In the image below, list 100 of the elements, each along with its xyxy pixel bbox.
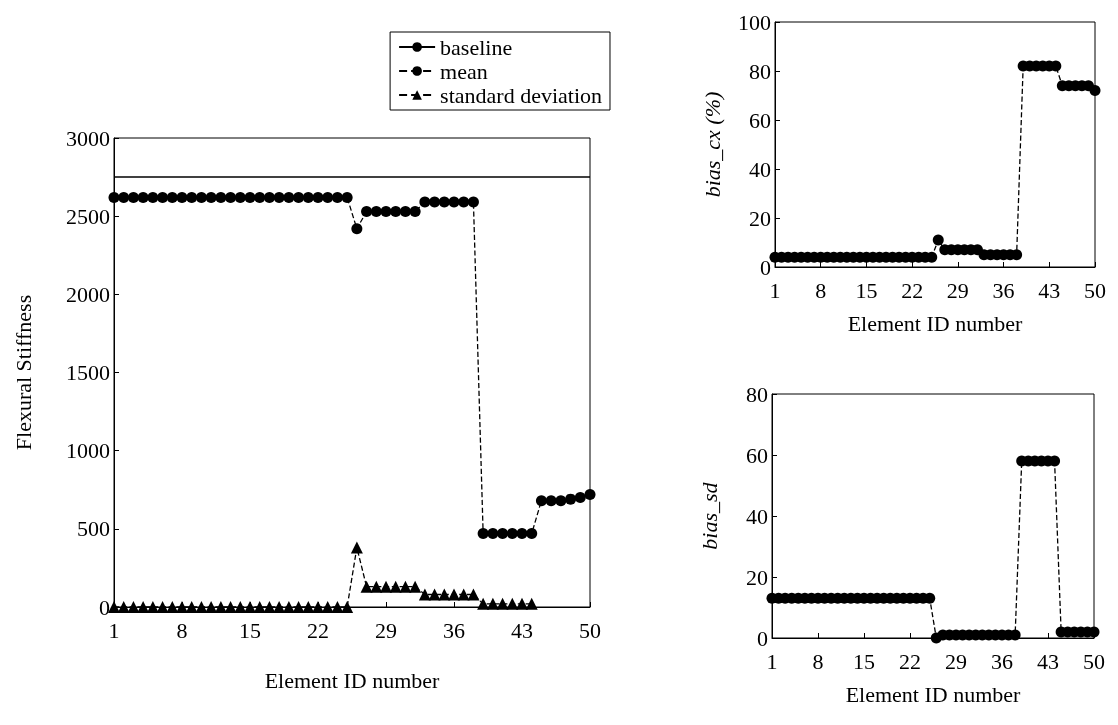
y-tick-label: 0 [757, 625, 768, 651]
x-tick-label: 43 [511, 617, 533, 643]
point [448, 588, 460, 601]
point [302, 191, 314, 203]
y-tick-label: 0 [99, 594, 110, 620]
y-tick-label: 1000 [66, 438, 110, 464]
point [932, 234, 944, 246]
point [244, 191, 256, 203]
point [477, 597, 490, 610]
point [506, 597, 519, 610]
y-tick-label: 60 [749, 107, 771, 133]
point [477, 528, 489, 540]
point [574, 492, 586, 504]
point [448, 196, 460, 208]
point [429, 196, 441, 208]
point [117, 601, 130, 613]
legend-label: standard deviation [440, 82, 603, 108]
x-tick-label: 15 [853, 648, 875, 674]
point [380, 580, 392, 593]
x-tick-label: 43 [1037, 648, 1059, 674]
x-tick-label: 36 [991, 648, 1013, 674]
point [224, 601, 237, 613]
legend-label: mean [440, 58, 488, 84]
point [215, 191, 227, 203]
y-tick-label: 0 [760, 254, 771, 280]
point [331, 191, 343, 203]
y-tick-label: 2000 [66, 281, 110, 307]
point [292, 601, 305, 613]
point [438, 196, 450, 208]
point [341, 601, 354, 613]
x-axis-title: Element ID number [845, 681, 1022, 707]
point [350, 541, 363, 554]
point [1089, 85, 1101, 97]
point [458, 196, 470, 208]
x-tick-label: 22 [901, 277, 924, 303]
x-tick-label: 50 [1083, 648, 1105, 674]
point [516, 528, 528, 540]
point [555, 495, 567, 507]
x-tick-label: 50 [1084, 277, 1106, 303]
point [525, 597, 538, 610]
x-tick-label: 36 [443, 617, 465, 643]
point [186, 191, 198, 203]
y-tick-label: 20 [749, 205, 771, 231]
point [225, 191, 237, 203]
point [127, 191, 139, 203]
point [312, 191, 324, 203]
point [584, 488, 596, 500]
y-tick-label: 2500 [66, 203, 110, 229]
y-tick-label: 20 [746, 564, 768, 590]
y-tick-label: 3000 [66, 125, 110, 151]
x-tick-label: 36 [992, 277, 1015, 303]
point [526, 528, 538, 540]
y-axis-title: Flexural Stiffness [10, 294, 36, 451]
y-tick-label: 100 [738, 9, 771, 35]
y-tick-label: 80 [746, 381, 768, 407]
point [118, 191, 130, 203]
point [185, 601, 198, 613]
x-tick-label: 15 [855, 277, 878, 303]
point [166, 601, 179, 613]
point [137, 191, 149, 203]
point [409, 580, 422, 593]
point [419, 196, 431, 208]
point [321, 601, 334, 613]
point [263, 601, 276, 613]
point [565, 493, 577, 505]
x-tick-label: 1 [769, 277, 781, 303]
point [497, 528, 509, 540]
point [341, 191, 353, 203]
point [370, 580, 383, 593]
point [467, 196, 479, 208]
x-tick-label: 29 [946, 277, 969, 303]
point [312, 601, 324, 613]
point [157, 191, 169, 203]
point [516, 597, 528, 610]
point [390, 205, 402, 217]
point [389, 580, 402, 593]
point [361, 205, 373, 217]
x-tick-label: 29 [945, 648, 967, 674]
point [108, 191, 120, 203]
x-tick-label: 22 [307, 617, 329, 643]
point [370, 205, 382, 217]
point [351, 223, 363, 235]
point [399, 205, 411, 217]
point [273, 191, 285, 203]
y-tick-label: 500 [77, 516, 110, 542]
point [331, 601, 344, 613]
point [360, 580, 373, 593]
x-axis-title: Element ID number [264, 667, 441, 693]
y-axis-title: bias_cx (%) [699, 91, 725, 198]
point [322, 191, 334, 203]
point [399, 580, 412, 593]
point [108, 601, 120, 613]
point [127, 601, 140, 613]
point [283, 191, 295, 203]
point [244, 601, 256, 613]
y-tick-label: 1500 [66, 360, 110, 385]
x-tick-label: 8 [815, 277, 827, 303]
point [496, 597, 509, 610]
x-tick-label: 1 [766, 648, 778, 674]
x-tick-label: 15 [239, 617, 261, 643]
